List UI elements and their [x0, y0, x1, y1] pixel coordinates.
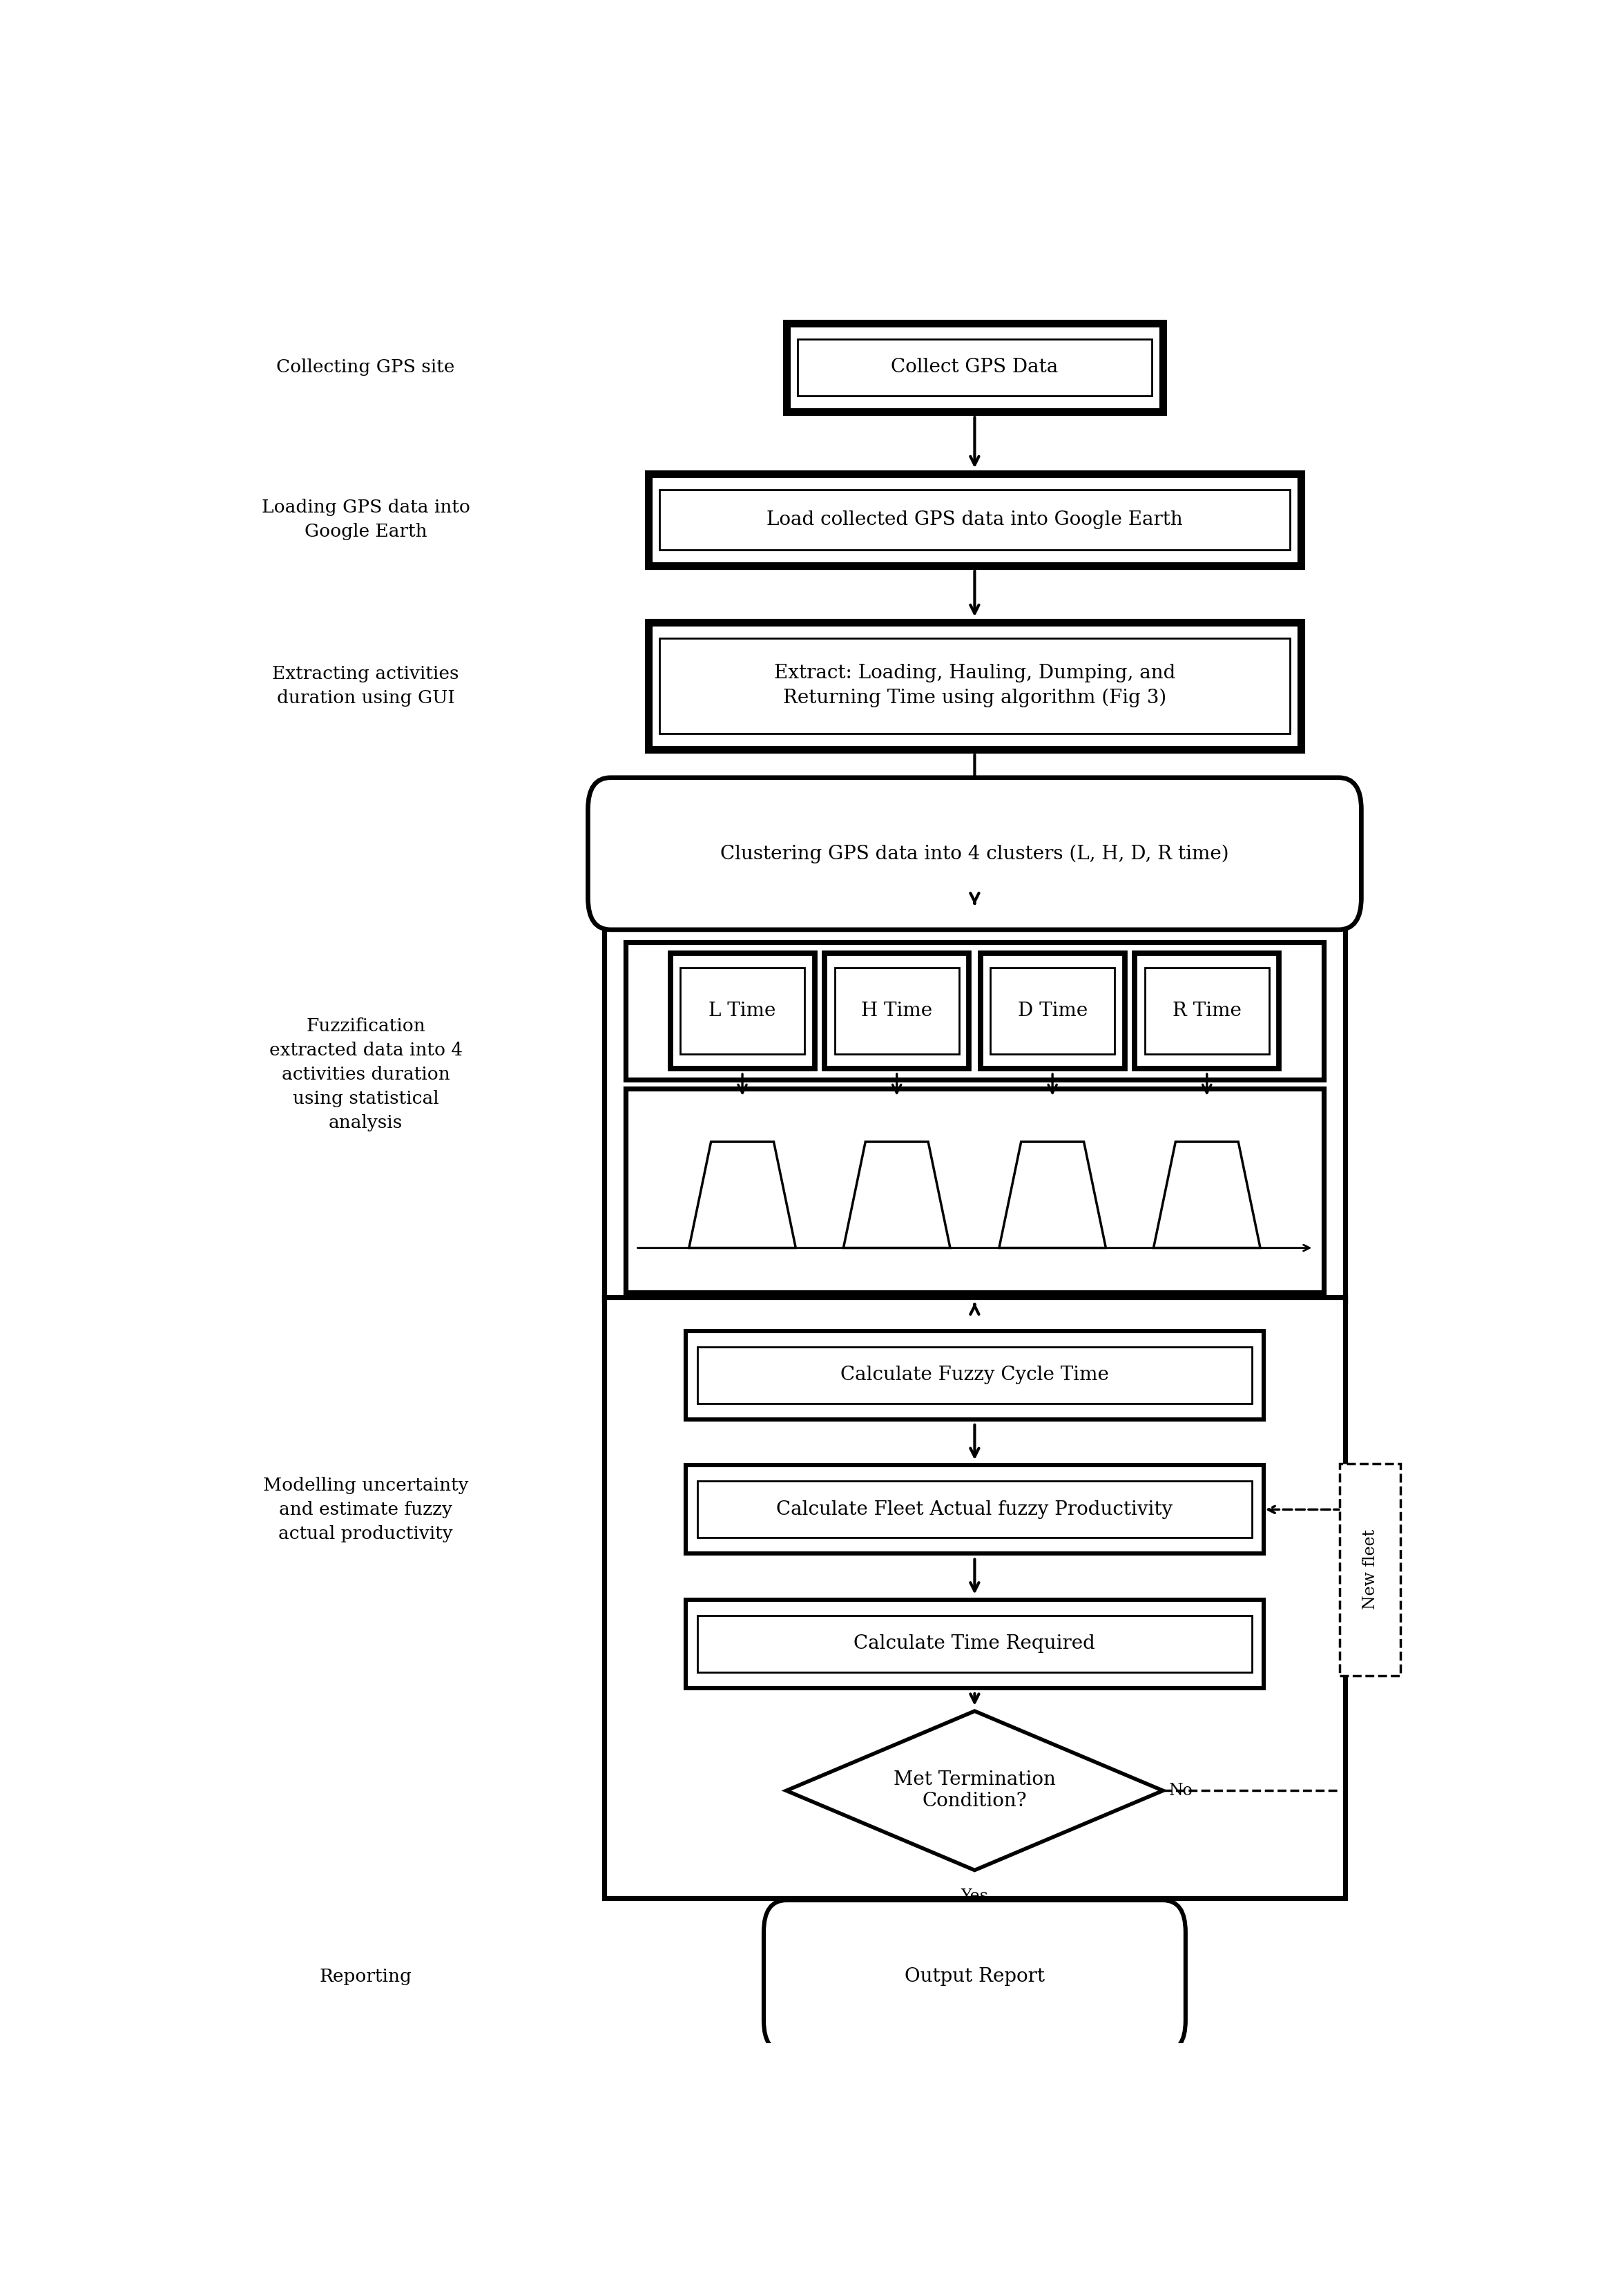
FancyBboxPatch shape — [797, 340, 1152, 395]
FancyBboxPatch shape — [697, 1348, 1252, 1403]
Text: D Time: D Time — [1017, 1001, 1087, 1019]
Text: Load collected GPS data into Google Earth: Load collected GPS data into Google Eart… — [766, 510, 1183, 528]
FancyBboxPatch shape — [671, 953, 815, 1068]
FancyBboxPatch shape — [990, 967, 1115, 1054]
Text: Calculate Time Required: Calculate Time Required — [854, 1635, 1095, 1653]
Text: New fleet: New fleet — [1362, 1529, 1379, 1609]
FancyBboxPatch shape — [604, 1297, 1345, 1899]
FancyBboxPatch shape — [763, 1901, 1186, 2053]
Text: L Time: L Time — [708, 1001, 776, 1019]
FancyBboxPatch shape — [825, 953, 969, 1068]
Text: Clustering GPS data into 4 clusters (L, H, D, R time): Clustering GPS data into 4 clusters (L, … — [721, 845, 1230, 863]
Text: Calculate Fleet Actual fuzzy Productivity: Calculate Fleet Actual fuzzy Productivit… — [776, 1499, 1173, 1520]
Polygon shape — [1153, 1141, 1260, 1249]
Text: Calculate Fuzzy Cycle Time: Calculate Fuzzy Cycle Time — [841, 1366, 1110, 1384]
Text: Reporting: Reporting — [319, 1968, 411, 1986]
Text: Extract: Loading, Hauling, Dumping, and
Returning Time using algorithm (Fig 3): Extract: Loading, Hauling, Dumping, and … — [774, 664, 1176, 707]
FancyBboxPatch shape — [834, 967, 959, 1054]
FancyBboxPatch shape — [625, 1088, 1324, 1293]
FancyBboxPatch shape — [980, 953, 1124, 1068]
Polygon shape — [688, 1141, 795, 1249]
Text: Collecting GPS site: Collecting GPS site — [277, 358, 455, 377]
FancyBboxPatch shape — [1145, 967, 1268, 1054]
Text: Loading GPS data into
Google Earth: Loading GPS data into Google Earth — [261, 498, 470, 540]
FancyBboxPatch shape — [1134, 953, 1280, 1068]
Polygon shape — [786, 1711, 1163, 1871]
Polygon shape — [844, 1141, 951, 1249]
Text: No: No — [1170, 1782, 1194, 1798]
Text: Met Termination
Condition?: Met Termination Condition? — [894, 1770, 1056, 1812]
Text: Extracting activities
duration using GUI: Extracting activities duration using GUI — [272, 666, 458, 707]
Text: H Time: H Time — [862, 1001, 933, 1019]
FancyBboxPatch shape — [588, 778, 1361, 930]
FancyBboxPatch shape — [648, 622, 1301, 748]
FancyBboxPatch shape — [685, 1600, 1264, 1688]
Text: Collect GPS Data: Collect GPS Data — [891, 358, 1058, 377]
Text: Fuzzification
extracted data into 4
activities duration
using statistical
analys: Fuzzification extracted data into 4 acti… — [269, 1017, 462, 1132]
FancyBboxPatch shape — [659, 489, 1290, 549]
FancyBboxPatch shape — [625, 941, 1324, 1079]
Text: Yes: Yes — [961, 1890, 988, 1906]
FancyBboxPatch shape — [680, 967, 805, 1054]
FancyBboxPatch shape — [697, 1616, 1252, 1671]
Text: R Time: R Time — [1173, 1001, 1241, 1019]
FancyBboxPatch shape — [648, 473, 1301, 565]
FancyBboxPatch shape — [697, 1481, 1252, 1538]
FancyBboxPatch shape — [659, 638, 1290, 732]
Text: Modelling uncertainty
and estimate fuzzy
actual productivity: Modelling uncertainty and estimate fuzzy… — [262, 1476, 468, 1543]
Text: Output Report: Output Report — [904, 1968, 1045, 1986]
FancyBboxPatch shape — [786, 324, 1163, 411]
FancyBboxPatch shape — [604, 898, 1345, 1302]
FancyBboxPatch shape — [685, 1332, 1264, 1419]
FancyBboxPatch shape — [1340, 1463, 1400, 1676]
Polygon shape — [1000, 1141, 1106, 1249]
FancyBboxPatch shape — [685, 1465, 1264, 1554]
